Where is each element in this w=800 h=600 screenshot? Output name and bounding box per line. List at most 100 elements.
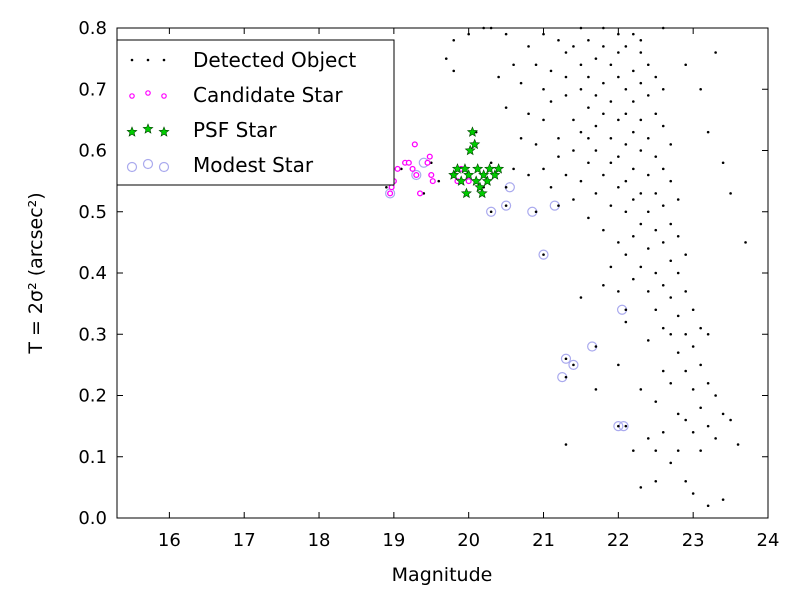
data-point <box>617 363 620 367</box>
data-point <box>587 75 590 79</box>
x-tick-label: 20 <box>457 530 480 551</box>
data-point <box>654 155 658 158</box>
data-points <box>385 26 747 508</box>
data-point <box>501 200 512 211</box>
legend-label-psf: PSF Star <box>193 118 277 142</box>
data-point <box>484 163 496 174</box>
data-point <box>639 388 643 391</box>
y-tick-label: 0.7 <box>78 79 107 100</box>
data-point <box>654 479 658 483</box>
data-point <box>706 424 710 428</box>
data-point <box>613 421 624 432</box>
data-point <box>460 187 472 199</box>
data-point <box>632 167 635 171</box>
data-point <box>564 443 568 446</box>
series-psf-star <box>448 126 505 199</box>
data-point <box>699 449 702 452</box>
data-point <box>452 38 456 42</box>
data-point <box>534 143 538 146</box>
data-point <box>617 185 620 189</box>
data-point <box>624 87 628 91</box>
data-point <box>639 38 643 42</box>
data-point <box>489 210 493 214</box>
data-point <box>617 75 620 79</box>
data-point <box>594 124 598 128</box>
data-point <box>721 498 725 501</box>
data-point <box>646 210 650 214</box>
data-point <box>444 57 448 60</box>
data-point <box>654 75 658 79</box>
data-point <box>572 118 575 122</box>
data-point <box>549 69 553 73</box>
data-point <box>579 87 583 91</box>
data-point <box>661 326 665 330</box>
data-point <box>691 345 695 348</box>
data-point <box>669 222 673 226</box>
data-point <box>504 106 508 109</box>
data-point <box>542 253 545 256</box>
data-point <box>464 144 476 156</box>
star-icon <box>126 126 138 137</box>
data-point <box>497 75 500 79</box>
data-point <box>572 198 575 201</box>
data-point <box>691 430 695 434</box>
data-point <box>602 45 605 48</box>
y-tick-label: 0.4 <box>78 263 107 284</box>
data-point <box>617 424 620 428</box>
legend-label-candidate: Candidate Star <box>193 83 343 107</box>
x-tick-label: 21 <box>532 530 555 551</box>
data-point <box>602 173 605 177</box>
data-point <box>609 161 613 165</box>
data-point <box>661 87 665 91</box>
data-point <box>411 141 418 148</box>
data-point <box>542 118 545 122</box>
data-point <box>624 320 628 324</box>
data-point <box>609 136 613 140</box>
data-point <box>602 283 605 287</box>
data-point <box>632 234 635 238</box>
data-point <box>624 253 628 256</box>
data-point <box>387 190 394 197</box>
data-point <box>504 32 508 36</box>
legend: Detected Object Candidate Star PSF Star … <box>116 39 395 186</box>
x-tick-label: 17 <box>233 530 256 551</box>
legend-marker-psf <box>126 123 170 137</box>
data-point <box>470 175 482 186</box>
data-point <box>736 443 740 446</box>
data-point <box>469 138 481 150</box>
legend-label-detected: Detected Object <box>193 48 356 72</box>
data-point <box>609 100 613 103</box>
data-point <box>602 81 605 85</box>
data-point <box>512 63 515 67</box>
data-point <box>486 206 497 217</box>
data-point <box>661 430 665 434</box>
data-point <box>632 100 635 103</box>
data-point <box>729 418 732 422</box>
data-point <box>564 51 568 54</box>
data-point <box>617 290 620 293</box>
series-detected-object <box>385 26 747 508</box>
data-point <box>579 130 583 134</box>
data-point <box>646 339 650 342</box>
data-point <box>676 351 680 354</box>
data-point <box>422 192 426 195</box>
data-point <box>617 118 620 122</box>
data-point <box>489 169 501 180</box>
x-tick-label: 19 <box>382 530 405 551</box>
data-point <box>624 424 628 428</box>
data-point <box>609 63 613 67</box>
x-axis: 16 17 18 19 20 21 22 23 24 <box>158 28 779 551</box>
data-point <box>587 38 590 42</box>
data-point <box>684 369 687 373</box>
data-point <box>542 87 545 91</box>
data-point <box>476 187 488 199</box>
data-point <box>654 308 658 312</box>
data-point <box>594 388 598 391</box>
y-tick-label: 0.6 <box>78 141 107 162</box>
data-point <box>691 308 695 312</box>
x-tick-label: 16 <box>158 530 181 551</box>
data-point <box>624 112 628 116</box>
data-point <box>394 165 401 172</box>
data-point <box>579 179 583 183</box>
